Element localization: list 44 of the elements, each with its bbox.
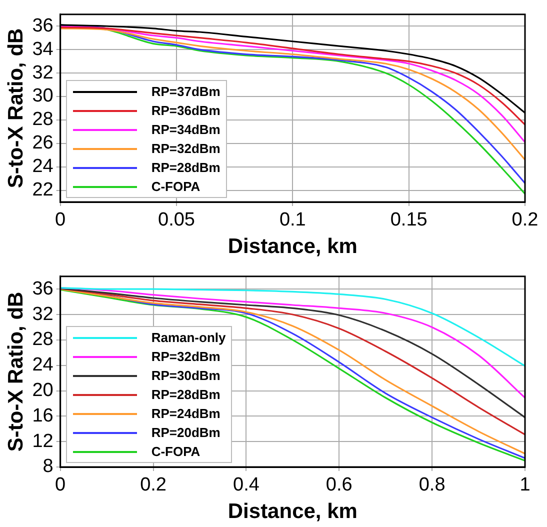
y-tick-label: 32: [32, 62, 54, 84]
legend-label: C-FOPA: [151, 444, 200, 459]
y-tick-label: 24: [32, 354, 54, 376]
y-tick-label: 30: [32, 86, 54, 107]
x-tick-label: 0: [55, 210, 66, 231]
legend-label: RP=32dBm: [151, 349, 220, 364]
legend-label: RP=36dBm: [151, 103, 220, 118]
y-tick-label: 22: [32, 180, 54, 201]
legend-label: RP=32dBm: [151, 141, 220, 156]
legend-label: RP=30dBm: [151, 368, 220, 383]
legend-label: RP=37dBm: [151, 84, 220, 99]
y-tick-label: 32: [32, 304, 54, 325]
legend-label: RP=28dBm: [151, 387, 220, 402]
y-tick-label: 34: [32, 38, 54, 60]
legend-label: RP=20dBm: [151, 425, 220, 440]
y-tick-label: 28: [32, 109, 54, 130]
legend-label: C-FOPA: [151, 179, 200, 194]
x-tick-label: 0.2: [512, 210, 538, 231]
legend-label: Raman-only: [151, 330, 226, 345]
legend-label: RP=34dBm: [151, 122, 220, 137]
y-tick-label: 28: [32, 329, 54, 350]
x-tick-label: 0.6: [326, 474, 352, 496]
y-tick-label: 20: [32, 380, 54, 401]
y-tick-label: 12: [32, 430, 54, 452]
x-tick-label: 1: [520, 474, 530, 496]
x-tick-label: 0.15: [390, 210, 428, 231]
y-tick-label: 16: [32, 405, 54, 426]
y-tick-label: 26: [32, 132, 54, 154]
x-tick-label: 0.4: [232, 474, 260, 496]
x-axis-title: Distance, km: [228, 235, 358, 258]
x-axis-title: Distance, km: [228, 500, 358, 524]
y-tick-label: 36: [32, 278, 54, 300]
x-tick-label: 0.1: [279, 210, 306, 231]
x-tick-label: 0.2: [140, 474, 166, 496]
y-tick-label: 36: [32, 15, 54, 36]
x-tick-label: 0.05: [158, 210, 195, 231]
y-axis-title: S-to-X Ratio, dB: [4, 292, 28, 452]
y-axis-title: S-to-X Ratio, dB: [4, 28, 28, 188]
x-tick-label: 0.8: [418, 474, 446, 496]
legend-label: RP=24dBm: [151, 406, 220, 421]
y-tick-label: 24: [32, 156, 54, 178]
y-tick-label: 8: [42, 456, 54, 478]
legend-label: RP=28dBm: [151, 160, 220, 175]
x-tick-label: 0: [55, 474, 66, 496]
